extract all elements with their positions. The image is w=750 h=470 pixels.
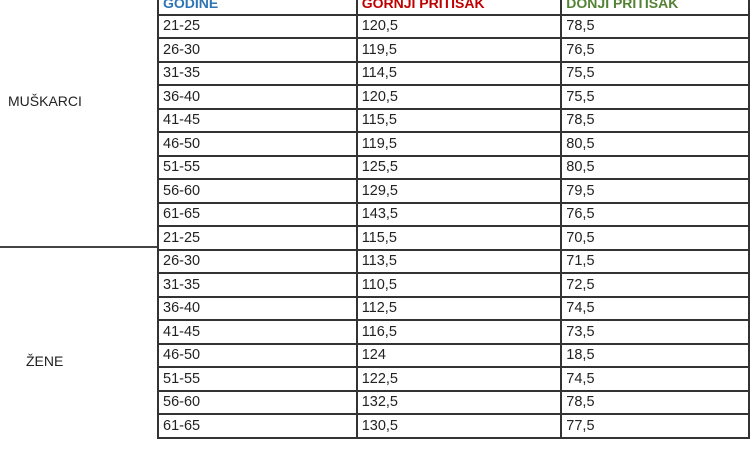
table-row: 51-55 122,5 74,5 (157, 366, 750, 392)
age-cell: 21-25 (157, 225, 358, 251)
systolic-cell: 115,5 (355, 225, 563, 251)
age-cell: 56-60 (157, 389, 358, 415)
group-label-women: ŽENE (26, 353, 64, 369)
systolic-cell: 143,5 (355, 201, 563, 227)
diastolic-cell: 78,5 (560, 107, 750, 133)
systolic-cell: 114,5 (355, 60, 563, 86)
age-cell: 26-30 (157, 248, 358, 274)
table-row: 36-40 120,5 75,5 (157, 84, 750, 110)
diastolic-cell: 75,5 (560, 84, 750, 110)
age-cell: 21-25 (157, 13, 358, 39)
age-cell: 36-40 (157, 84, 358, 110)
systolic-cell: 116,5 (355, 319, 563, 345)
table-row: 46-50 119,5 80,5 (157, 131, 750, 157)
table-row: 36-40 112,5 74,5 (157, 295, 750, 321)
diastolic-cell: 76,5 (560, 37, 750, 63)
table-row: 46-50 124 18,5 (157, 342, 750, 368)
table-row: 61-65 143,5 76,5 (157, 201, 750, 227)
systolic-cell: 115,5 (355, 107, 563, 133)
diastolic-cell: 79,5 (560, 178, 750, 204)
table-row: 21-25 120,5 78,5 (157, 13, 750, 39)
systolic-cell: 119,5 (355, 37, 563, 63)
age-cell: 26-30 (157, 37, 358, 63)
age-cell: 46-50 (157, 131, 358, 157)
header-diastolic: DONJI PRITISAK (560, 0, 750, 16)
table-row: 26-30 119,5 76,5 (157, 37, 750, 63)
age-cell: 36-40 (157, 295, 358, 321)
age-cell: 41-45 (157, 319, 358, 345)
age-cell: 56-60 (157, 178, 358, 204)
diastolic-cell: 78,5 (560, 13, 750, 39)
group-label-men: MUŠKARCI (8, 93, 82, 109)
diastolic-cell: 70,5 (560, 225, 750, 251)
diastolic-cell: 76,5 (560, 201, 750, 227)
diastolic-cell: 74,5 (560, 295, 750, 321)
table-row: 26-30 113,5 71,5 (157, 248, 750, 274)
header-systolic: GORNJI PRITISAK (355, 0, 563, 16)
table-row: 56-60 132,5 78,5 (157, 389, 750, 415)
diastolic-cell: 80,5 (560, 154, 750, 180)
table-row: 56-60 129,5 79,5 (157, 178, 750, 204)
table-row: 41-45 115,5 78,5 (157, 107, 750, 133)
systolic-cell: 120,5 (355, 84, 563, 110)
systolic-cell: 122,5 (355, 366, 563, 392)
diastolic-cell: 78,5 (560, 389, 750, 415)
diastolic-cell: 80,5 (560, 131, 750, 157)
age-cell: 31-35 (157, 272, 358, 298)
diastolic-cell: 72,5 (560, 272, 750, 298)
systolic-cell: 124 (355, 342, 563, 368)
diastolic-cell: 75,5 (560, 60, 750, 86)
systolic-cell: 112,5 (355, 295, 563, 321)
systolic-cell: 125,5 (355, 154, 563, 180)
table-row: 61-65 130,5 77,5 (157, 413, 750, 439)
systolic-cell: 120,5 (355, 13, 563, 39)
table-row: 51-55 125,5 80,5 (157, 154, 750, 180)
age-cell: 61-65 (157, 201, 358, 227)
systolic-cell: 130,5 (355, 413, 563, 439)
header-age: GODINE (157, 0, 358, 16)
table-row: 21-25 115,5 70,5 (157, 225, 750, 251)
diastolic-cell: 77,5 (560, 413, 750, 439)
age-cell: 51-55 (157, 366, 358, 392)
blood-pressure-table: GODINE GORNJI PRITISAK DONJI PRITISAK 21… (157, 0, 750, 439)
age-cell: 61-65 (157, 413, 358, 439)
systolic-cell: 132,5 (355, 389, 563, 415)
group-divider (0, 246, 158, 248)
diastolic-cell: 74,5 (560, 366, 750, 392)
systolic-cell: 113,5 (355, 248, 563, 274)
diastolic-cell: 18,5 (560, 342, 750, 368)
systolic-cell: 110,5 (355, 272, 563, 298)
diastolic-cell: 71,5 (560, 248, 750, 274)
table-row: 31-35 110,5 72,5 (157, 272, 750, 298)
diastolic-cell: 73,5 (560, 319, 750, 345)
header-row: GODINE GORNJI PRITISAK DONJI PRITISAK (157, 0, 750, 16)
table-row: 41-45 116,5 73,5 (157, 319, 750, 345)
table-row: 31-35 114,5 75,5 (157, 60, 750, 86)
age-cell: 51-55 (157, 154, 358, 180)
age-cell: 46-50 (157, 342, 358, 368)
systolic-cell: 129,5 (355, 178, 563, 204)
age-cell: 41-45 (157, 107, 358, 133)
age-cell: 31-35 (157, 60, 358, 86)
systolic-cell: 119,5 (355, 131, 563, 157)
